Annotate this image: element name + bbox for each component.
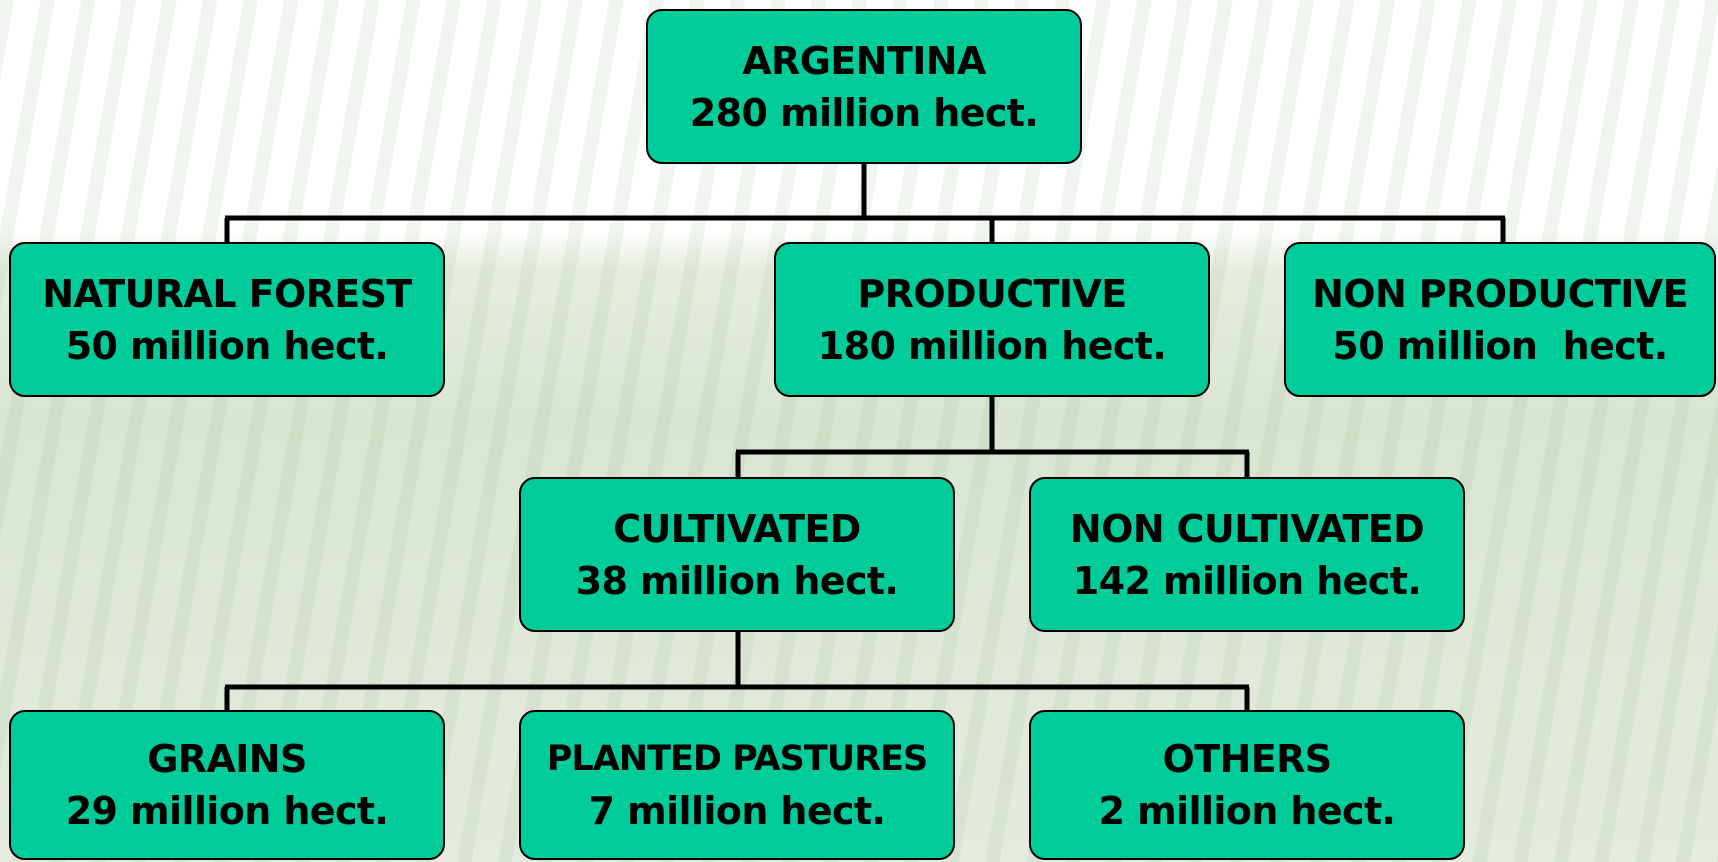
node-label: NON PRODUCTIVE bbox=[1312, 271, 1688, 316]
node-value: 280 million hect. bbox=[689, 90, 1039, 135]
node: CULTIVATED 38 million hect. bbox=[519, 477, 955, 632]
node: NATURAL FOREST 50 million hect. bbox=[9, 242, 445, 397]
node-value: 50 million hect. bbox=[65, 323, 389, 368]
node-value: 7 million hect. bbox=[588, 789, 886, 833]
node-value: 38 million hect. bbox=[575, 558, 899, 603]
node-label: ARGENTINA bbox=[742, 38, 986, 83]
node: PLANTED PASTURES 7 million hect. bbox=[519, 710, 955, 860]
node: NON CULTIVATED 142 million hect. bbox=[1029, 477, 1465, 632]
node-label: CULTIVATED bbox=[613, 506, 861, 551]
node: ARGENTINA 280 million hect. bbox=[646, 9, 1082, 164]
node-label: GRAINS bbox=[147, 737, 307, 781]
node-value: 142 million hect. bbox=[1072, 558, 1422, 603]
node-label: NON CULTIVATED bbox=[1069, 506, 1425, 551]
node-label: PRODUCTIVE bbox=[857, 271, 1127, 316]
node-label: NATURAL FOREST bbox=[42, 271, 412, 316]
node: PRODUCTIVE 180 million hect. bbox=[774, 242, 1210, 397]
node: OTHERS 2 million hect. bbox=[1029, 710, 1465, 860]
node-value: 2 million hect. bbox=[1098, 789, 1396, 833]
node: NON PRODUCTIVE 50 million hect. bbox=[1284, 242, 1716, 397]
node: GRAINS 29 million hect. bbox=[9, 710, 445, 860]
node-value: 50 million hect. bbox=[1332, 323, 1668, 368]
node-value: 29 million hect. bbox=[65, 789, 389, 833]
node-value: 180 million hect. bbox=[817, 323, 1167, 368]
node-label: PLANTED PASTURES bbox=[546, 739, 928, 779]
node-label: OTHERS bbox=[1162, 737, 1332, 781]
